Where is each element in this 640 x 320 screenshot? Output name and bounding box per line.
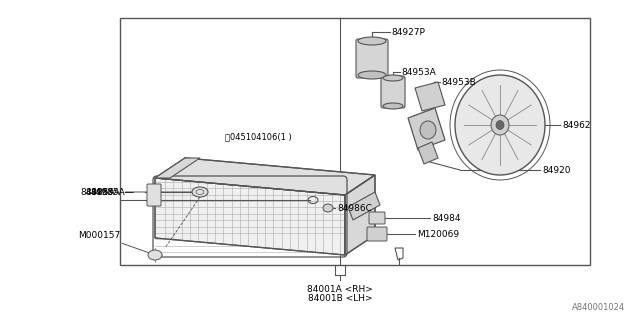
Ellipse shape — [358, 37, 386, 45]
Polygon shape — [348, 192, 380, 220]
Text: 84984: 84984 — [432, 213, 461, 222]
Text: 84953B: 84953B — [441, 77, 476, 86]
Ellipse shape — [323, 204, 333, 212]
Text: 84953A: 84953A — [401, 68, 436, 76]
Text: 84986C: 84986C — [337, 204, 372, 212]
Polygon shape — [418, 142, 438, 164]
Text: 84920: 84920 — [542, 165, 570, 174]
Ellipse shape — [455, 75, 545, 175]
FancyBboxPatch shape — [367, 227, 387, 241]
FancyBboxPatch shape — [381, 76, 405, 108]
Text: 84985A: 84985A — [80, 188, 115, 196]
Text: 84001B <LH>: 84001B <LH> — [308, 294, 372, 303]
Ellipse shape — [148, 250, 162, 260]
Polygon shape — [155, 158, 200, 178]
Ellipse shape — [358, 71, 386, 79]
Ellipse shape — [383, 103, 403, 109]
Text: 84001A <RH>: 84001A <RH> — [307, 285, 373, 294]
Text: 84962: 84962 — [562, 121, 591, 130]
Text: 84927P: 84927P — [391, 28, 425, 36]
Text: A840001024: A840001024 — [572, 303, 625, 312]
Polygon shape — [345, 175, 375, 255]
Polygon shape — [408, 108, 445, 150]
Text: 84985A: 84985A — [85, 188, 197, 196]
Ellipse shape — [420, 121, 436, 139]
Text: Ⓢ045104106(1 ): Ⓢ045104106(1 ) — [225, 132, 292, 141]
Polygon shape — [415, 82, 445, 111]
FancyBboxPatch shape — [356, 39, 388, 78]
Ellipse shape — [496, 121, 504, 130]
Ellipse shape — [192, 187, 208, 197]
FancyBboxPatch shape — [369, 212, 385, 224]
Text: 84985A―: 84985A― — [90, 188, 134, 196]
Text: M120069: M120069 — [417, 229, 459, 238]
Bar — [120, 18, 590, 265]
Text: M000157: M000157 — [77, 230, 152, 254]
Polygon shape — [155, 178, 345, 255]
FancyBboxPatch shape — [147, 184, 161, 206]
Ellipse shape — [491, 115, 509, 135]
Ellipse shape — [383, 75, 403, 81]
Polygon shape — [155, 158, 375, 195]
